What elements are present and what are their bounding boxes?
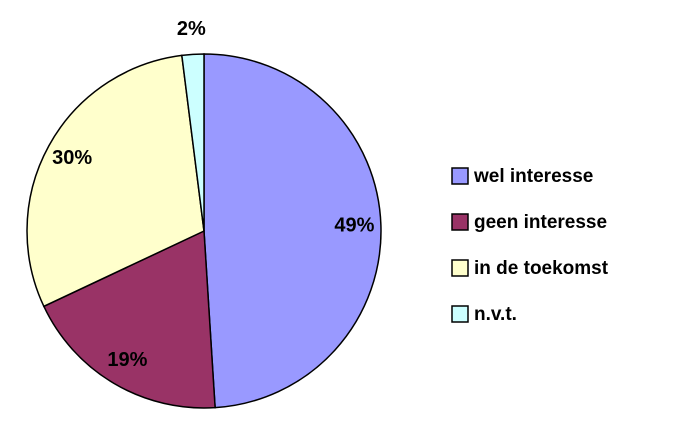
legend-swatch (451, 167, 469, 185)
legend-swatch (451, 259, 469, 277)
value-label: 19% (107, 349, 147, 371)
legend-label: n.v.t. (474, 304, 517, 325)
pie-slice (26, 54, 205, 308)
legend-label: geen interesse (474, 212, 607, 233)
pie-slice (180, 53, 205, 232)
legend-label: in de toekomst (474, 258, 609, 279)
pie-slice (203, 53, 382, 409)
value-label: 2% (177, 18, 206, 40)
legend-label: wel interesse (473, 166, 593, 187)
legend-swatch (451, 213, 469, 231)
value-label: 30% (52, 147, 92, 169)
value-label: 49% (334, 215, 374, 237)
legend-swatch (451, 305, 469, 323)
pie-slice (42, 229, 216, 409)
